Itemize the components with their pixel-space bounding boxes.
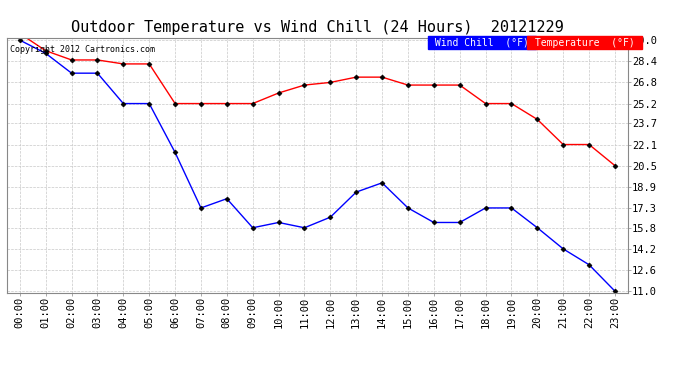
Text: Wind Chill  (°F): Wind Chill (°F) [429, 38, 535, 48]
Text: Copyright 2012 Cartronics.com: Copyright 2012 Cartronics.com [10, 45, 155, 54]
Title: Outdoor Temperature vs Wind Chill (24 Hours)  20121229: Outdoor Temperature vs Wind Chill (24 Ho… [71, 20, 564, 35]
Text: Temperature  (°F): Temperature (°F) [529, 38, 640, 48]
